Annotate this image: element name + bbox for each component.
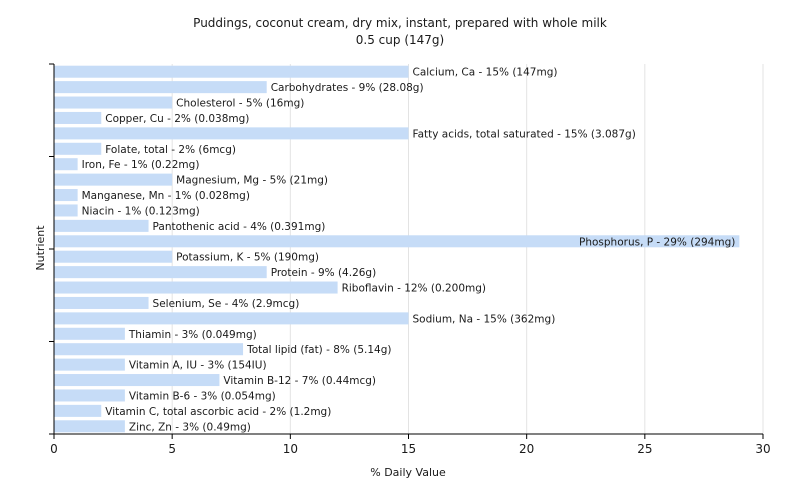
bar-label: Vitamin A, IU - 3% (154IU) [129, 360, 267, 372]
gridlines [171, 64, 764, 434]
bar [54, 420, 125, 433]
x-tick-label: 10 [283, 442, 298, 456]
x-tick-label: 0 [50, 442, 58, 456]
chart-subtitle: 0.5 cup (147g) [356, 33, 444, 47]
bar [54, 204, 78, 217]
x-tick-label: 5 [168, 442, 176, 456]
bar-label: Calcium, Ca - 15% (147mg) [413, 67, 558, 79]
bar [54, 219, 149, 232]
bar-label: Phosphorus, P - 29% (294mg) [579, 236, 735, 248]
bar-label: Copper, Cu - 2% (0.038mg) [105, 113, 249, 125]
bar [54, 312, 409, 325]
bar [54, 96, 173, 109]
y-axis-title: Nutrient [34, 225, 47, 271]
x-axis-title: % Daily Value [370, 466, 446, 479]
bar [54, 189, 78, 202]
bar [54, 111, 102, 124]
bar-label: Cholesterol - 5% (16mg) [176, 98, 304, 110]
bar [54, 389, 125, 402]
bar-label: Riboflavin - 12% (0.200mg) [342, 283, 486, 295]
bar [54, 65, 409, 78]
bar [54, 173, 173, 186]
x-tick-label: 20 [519, 442, 534, 456]
bar-label: Zinc, Zn - 3% (0.49mg) [129, 421, 251, 433]
bar [54, 281, 338, 294]
bar-label: Niacin - 1% (0.123mg) [82, 205, 200, 217]
bar [54, 374, 220, 387]
bar [54, 327, 125, 340]
bar-labels: Calcium, Ca - 15% (147mg) Carbohydrates -… [82, 67, 736, 434]
bar-label: Iron, Fe - 1% (0.22mg) [82, 159, 200, 171]
bar-label: Manganese, Mn - 1% (0.028mg) [82, 190, 250, 202]
x-tick-label: 30 [755, 442, 770, 456]
bar-label: Vitamin C, total ascorbic acid - 2% (1.2… [105, 406, 331, 418]
bar [54, 296, 149, 309]
bar [54, 158, 78, 171]
bar [54, 142, 102, 155]
bar-label: Vitamin B-12 - 7% (0.44mcg) [223, 375, 376, 387]
x-tick-label: 15 [401, 442, 416, 456]
bar-label: Magnesium, Mg - 5% (21mg) [176, 175, 328, 187]
bar-label: Sodium, Na - 15% (362mg) [413, 313, 556, 325]
bar [54, 235, 740, 248]
bar [54, 127, 409, 140]
bar [54, 266, 267, 279]
bar-label: Folate, total - 2% (6mcg) [105, 144, 236, 156]
bar-label: Pantothenic acid - 4% (0.391mg) [153, 221, 326, 233]
chart-title: Puddings, coconut cream, dry mix, instan… [193, 16, 607, 30]
bar-label: Potassium, K - 5% (190mg) [176, 252, 319, 264]
bar [54, 404, 102, 417]
axes: 0 5 10 15 20 25 30 [49, 63, 771, 456]
bar-label: Protein - 9% (4.26g) [271, 267, 377, 279]
bar [54, 250, 173, 263]
bar [54, 358, 125, 371]
bar-label: Carbohydrates - 9% (28.08g) [271, 82, 424, 94]
bar [54, 343, 244, 356]
x-tick-label: 25 [637, 442, 652, 456]
bar-label: Thiamin - 3% (0.049mg) [128, 329, 257, 341]
bar [54, 81, 267, 94]
bar-label: Fatty acids, total saturated - 15% (3.08… [413, 128, 636, 140]
bar-label: Total lipid (fat) - 8% (5.14g) [246, 344, 391, 356]
bar-label: Vitamin B-6 - 3% (0.054mg) [129, 390, 276, 402]
bars [54, 65, 740, 433]
bar-label: Selenium, Se - 4% (2.9mcg) [153, 298, 300, 310]
